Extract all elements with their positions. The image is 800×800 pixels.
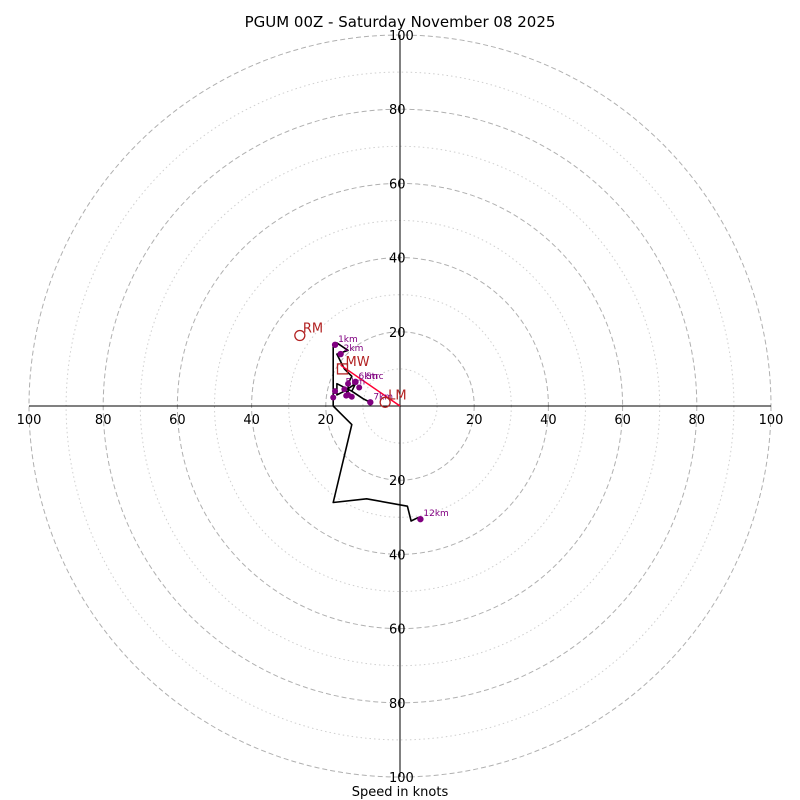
tick-left-60: 60 [169, 413, 186, 428]
height-label-2km: 2km [344, 344, 364, 354]
height-marker-7km [367, 399, 374, 406]
height-label-Strc: Strc [366, 372, 384, 382]
tick-up-60: 60 [389, 177, 406, 192]
level-point-0 [341, 386, 348, 393]
shear-vector [340, 364, 401, 407]
level-point-5 [332, 388, 339, 395]
tick-down-20: 20 [389, 474, 406, 489]
tick-up-20: 20 [389, 326, 406, 341]
tick-down-60: 60 [389, 623, 406, 638]
height-marker-2km [337, 350, 344, 358]
storm-motion-markers: RM LM MW [294, 322, 407, 408]
tick-right-40: 40 [540, 413, 557, 428]
storm-motion-marker-RM [294, 329, 306, 342]
level-point-6 [330, 394, 337, 401]
storm-label-LM: LM [388, 388, 406, 403]
storm-label-MW: MW [345, 355, 369, 370]
x-axis-label: Speed in knots [352, 785, 449, 800]
tick-down-100: 100 [389, 771, 414, 786]
storm-label-RM: RM [303, 322, 323, 337]
tick-up-100: 100 [389, 29, 414, 44]
mean-wind-marker [336, 363, 349, 375]
tick-left-20: 20 [318, 413, 335, 428]
tick-up-40: 40 [389, 252, 406, 267]
chart-title: PGUM 00Z - Saturday November 08 2025 [245, 13, 556, 31]
height-marker-6km [352, 378, 359, 386]
height-label-1km: 1km [338, 335, 358, 345]
tick-right-60: 60 [614, 413, 631, 428]
tick-left-80: 80 [95, 413, 112, 428]
level-point-7 [343, 392, 350, 399]
tick-up-80: 80 [389, 103, 406, 118]
height-marker-12km [417, 515, 424, 523]
height-marker-1km [331, 341, 339, 348]
storm-motion-marker-LM [379, 396, 391, 408]
axis-tick-labels: 20 20 20 20 40 40 40 40 60 60 60 60 80 80 80 80 100 100 10… [17, 29, 784, 786]
height-label-12km: 12km [423, 509, 448, 519]
tick-left-100: 100 [17, 413, 42, 428]
height-label-5km: 5km [345, 377, 365, 387]
height-label-6km: 6km [358, 372, 378, 382]
tick-down-40: 40 [389, 548, 406, 563]
level-point-1 [345, 380, 352, 387]
tick-right-80: 80 [689, 413, 706, 428]
tick-down-80: 80 [389, 697, 406, 712]
tick-left-40: 40 [243, 413, 260, 428]
level-point-2 [356, 384, 363, 391]
bulk-shear-line [340, 364, 401, 407]
tick-right-20: 20 [466, 413, 483, 428]
tick-right-100: 100 [759, 413, 784, 428]
